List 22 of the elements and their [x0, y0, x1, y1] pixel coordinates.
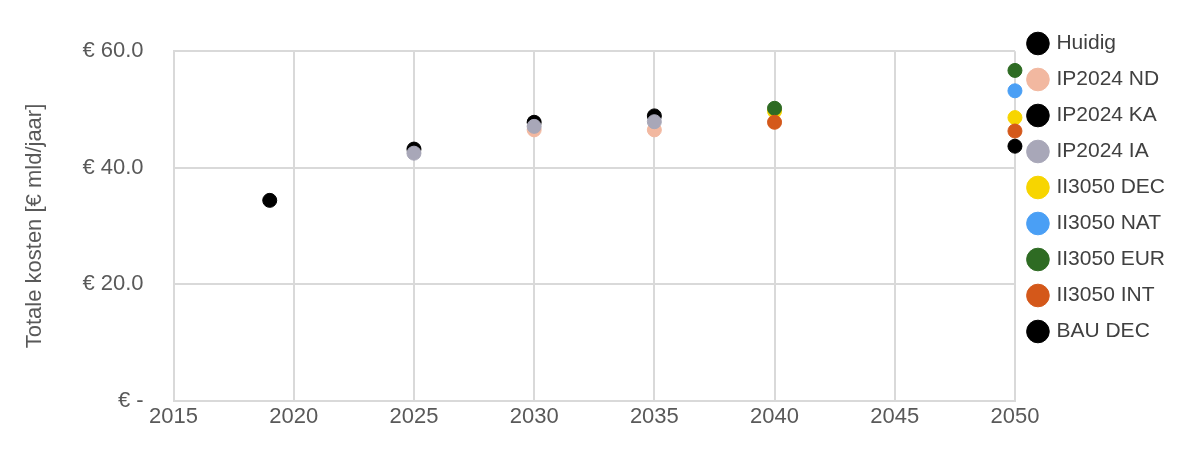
legend-label: II3050 INT: [1056, 282, 1155, 306]
x-tick-label: 2015: [149, 403, 199, 429]
y-tick-label: € 20.0: [82, 270, 144, 296]
x-tick-label: 2035: [629, 403, 679, 429]
legend-label: IP2024 IA: [1056, 138, 1149, 162]
x-tick-label: 2050: [990, 403, 1040, 429]
legend-label: BAU DEC: [1056, 318, 1150, 342]
legend-label: Huidig: [1056, 30, 1116, 54]
legend-label: II3050 EUR: [1056, 246, 1165, 270]
legend-label: II3050 NAT: [1056, 210, 1162, 234]
y-tick-label: € 60.0: [82, 37, 144, 63]
legend-label: II3050 DEC: [1056, 174, 1165, 198]
x-tick-label: 2020: [269, 403, 319, 429]
legend-label: IP2024 ND: [1056, 66, 1160, 90]
x-tick-label: 2040: [750, 403, 800, 429]
y-tick-label: € 40.0: [82, 153, 144, 179]
legend-label: IP2024 KA: [1056, 102, 1157, 126]
y-axis-title: Totale kosten [€ mld/jaar]: [21, 103, 47, 349]
x-tick-label: 2025: [389, 403, 439, 429]
x-tick-label: 2045: [870, 403, 920, 429]
x-tick-label: 2030: [509, 403, 559, 429]
y-tick-label: € -: [117, 386, 144, 412]
